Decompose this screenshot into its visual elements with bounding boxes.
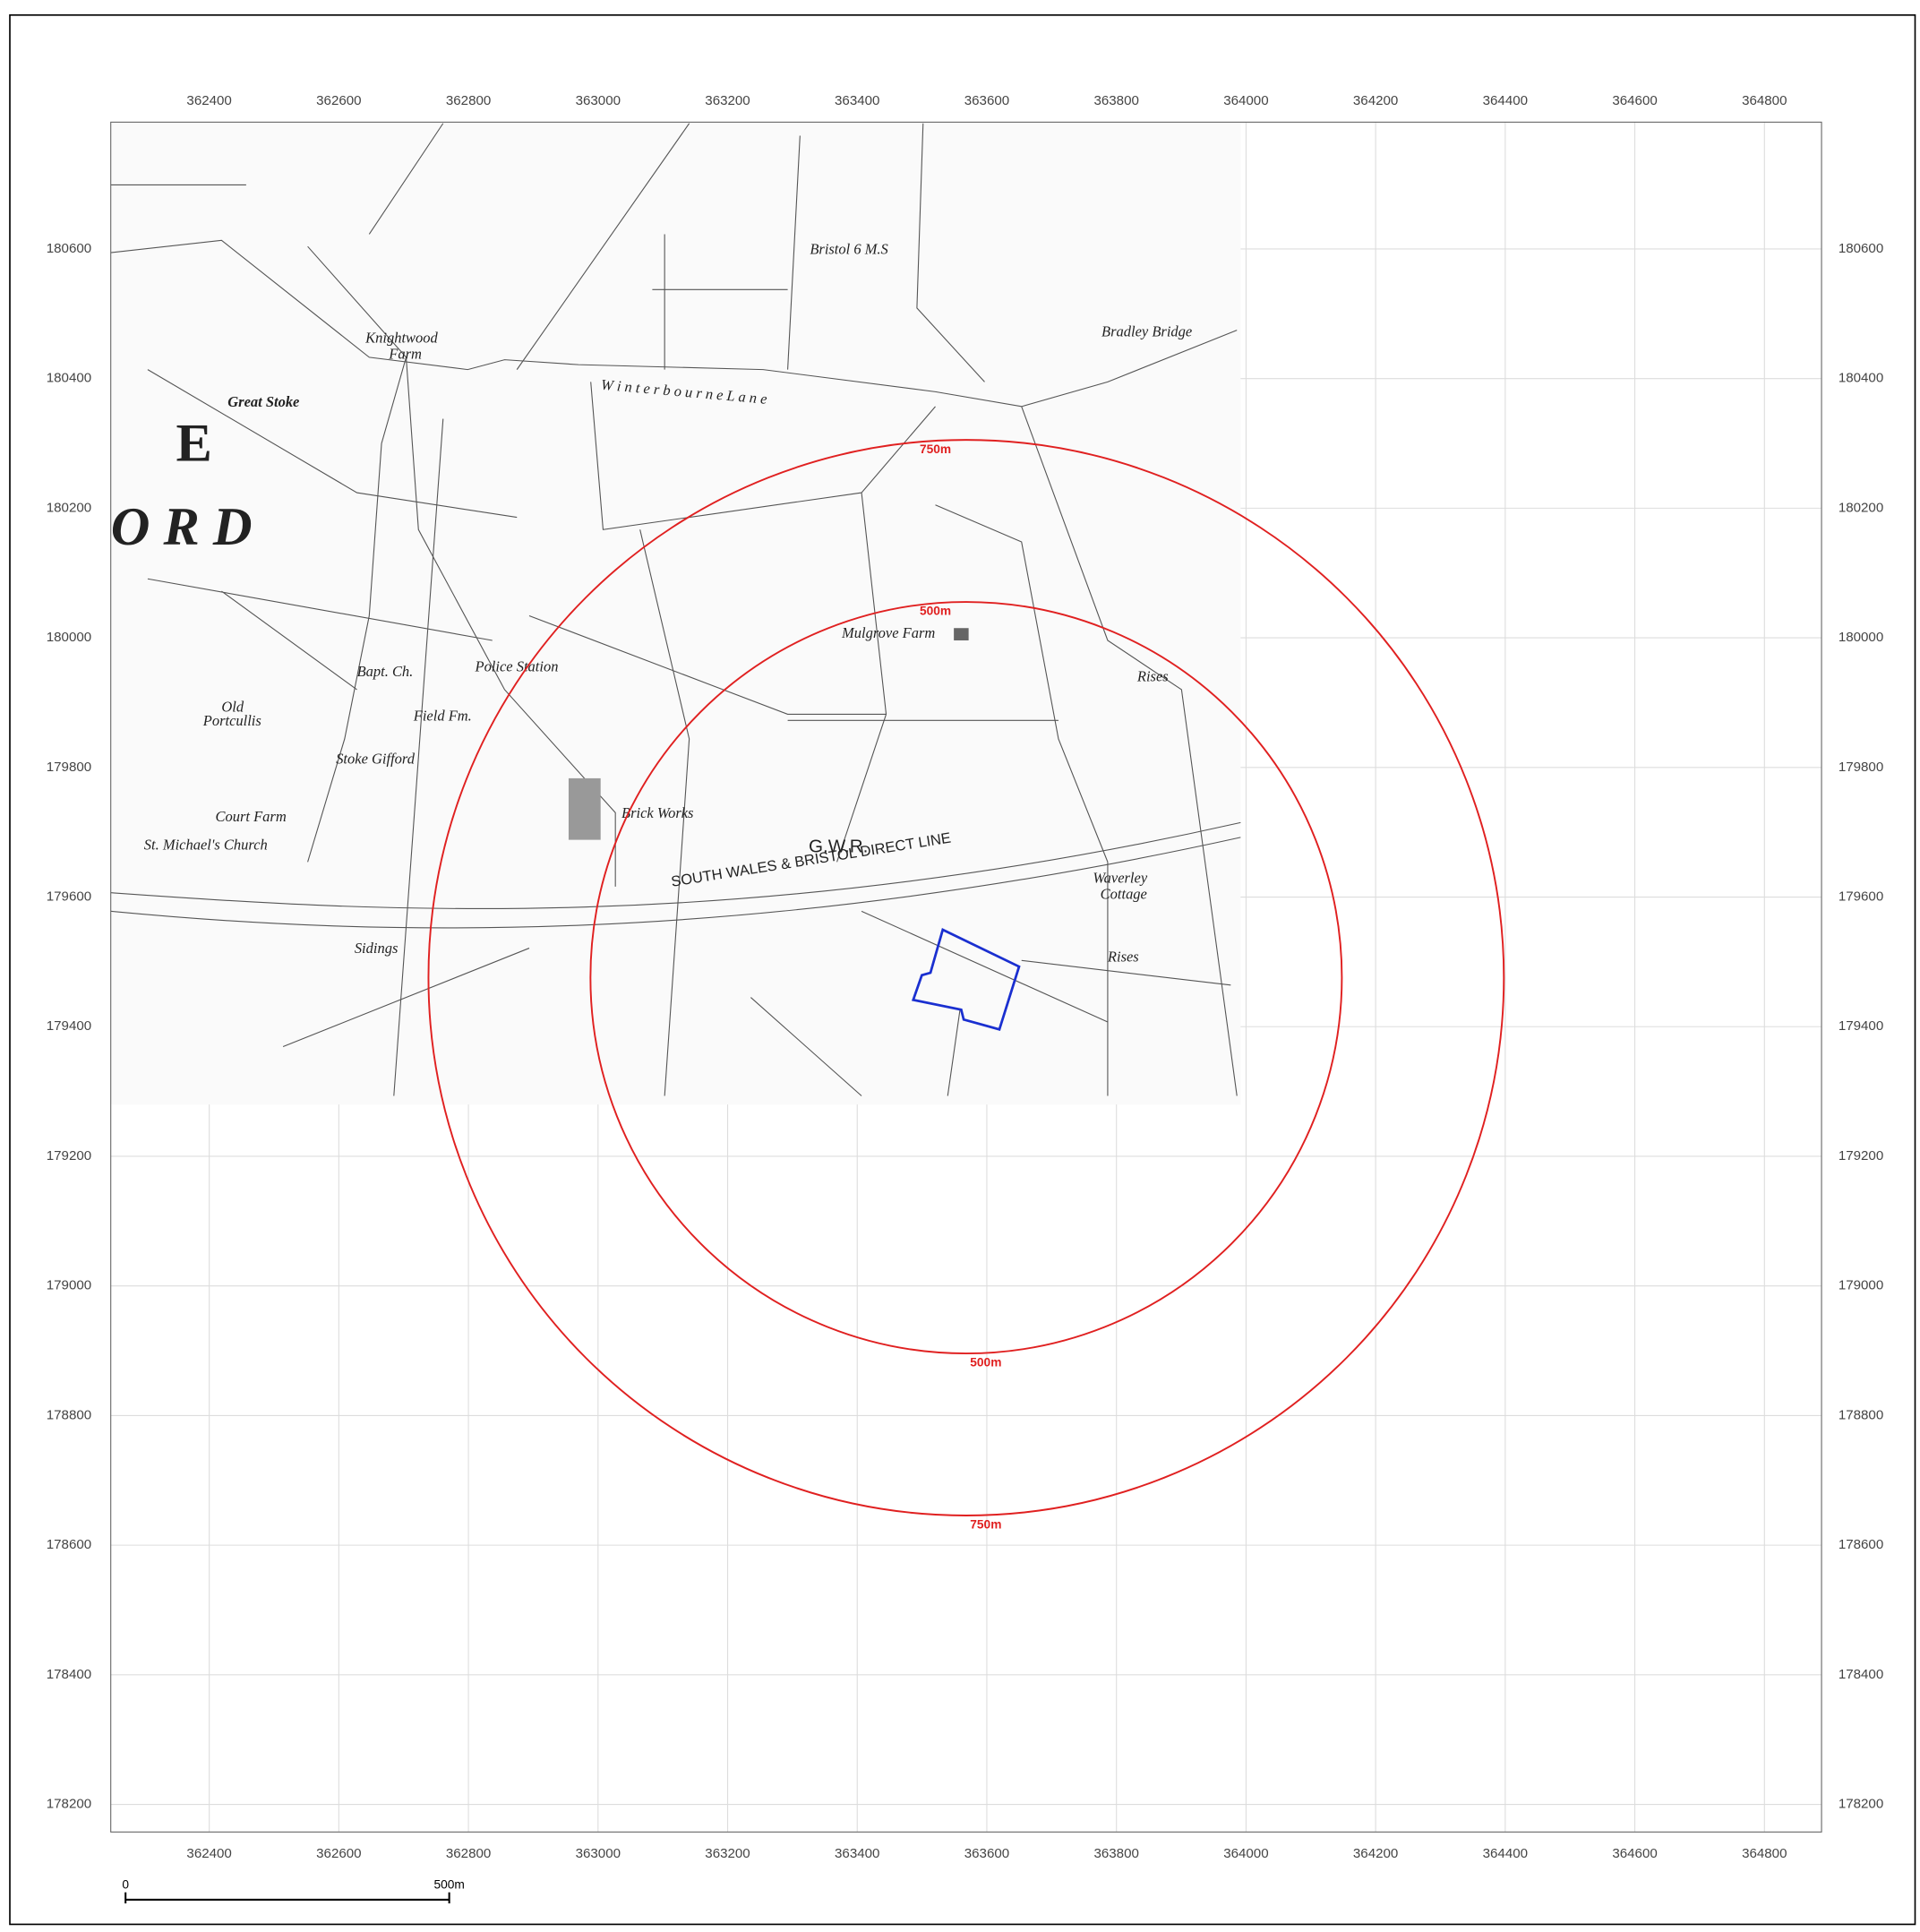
buffer-label: 500m (920, 605, 951, 618)
historic-map: Great Stoke Stoke Gifford Knightwood Far… (110, 122, 1241, 1105)
northing-label: 179000 (47, 1278, 91, 1293)
northing-label: 180200 (1839, 500, 1883, 515)
scale-label: 500m (433, 1878, 464, 1892)
northing-label: 180200 (47, 500, 91, 515)
easting-label: 364600 (1612, 1846, 1657, 1861)
map-label: O R D (111, 497, 253, 557)
easting-label: 363200 (705, 93, 750, 108)
easting-label: 362400 (186, 1846, 231, 1861)
buffer-label: 750m (920, 442, 951, 456)
easting-label: 364600 (1612, 93, 1657, 108)
northing-label: 178400 (47, 1667, 91, 1682)
buffer-ring (589, 601, 1343, 1355)
northing-label: 180600 (47, 241, 91, 256)
map-label: Brick Works (621, 804, 693, 821)
map-label: E (176, 413, 212, 473)
buffer-label: 750m (970, 1518, 1001, 1532)
map-label: Court Farm (216, 808, 287, 825)
map-label: Mulgrove Farm (841, 624, 935, 641)
easting-label: 362600 (316, 1846, 361, 1861)
northing-label: 179800 (47, 760, 91, 775)
map-label: Bradley Bridge (1101, 323, 1192, 340)
site-boundary (911, 928, 1021, 1031)
easting-label: 363000 (576, 1846, 621, 1861)
northing-label: 179200 (47, 1148, 91, 1163)
easting-label: 364800 (1742, 93, 1787, 108)
northing-label: 180000 (1839, 630, 1883, 645)
northing-label: 178600 (47, 1537, 91, 1552)
buffers: 750m 750m 500m 500m (427, 439, 1505, 1532)
scale-label: 0 (122, 1878, 129, 1892)
map-label: Old (221, 699, 244, 716)
brick-works (568, 777, 601, 840)
easting-label: 363800 (1093, 93, 1138, 108)
northing-label: 178400 (1839, 1667, 1883, 1682)
easting-label: 363400 (835, 1846, 879, 1861)
easting-label: 362600 (316, 93, 361, 108)
map-label: St. Michael's Church (144, 837, 268, 854)
northing-label: 179800 (1839, 760, 1883, 775)
buffer-ring (427, 439, 1505, 1516)
easting-label: 363600 (964, 1846, 1009, 1861)
lane (110, 184, 616, 887)
easting-label: 364200 (1353, 1846, 1398, 1861)
northing-label: 179400 (47, 1018, 91, 1034)
easting-label: 364400 (1483, 93, 1528, 108)
northing-label: 180000 (47, 630, 91, 645)
road (110, 239, 1238, 408)
northing-label: 178200 (47, 1797, 91, 1812)
farm-building (954, 628, 969, 640)
northing-label: 178600 (1839, 1537, 1883, 1552)
map-label: Portcullis (202, 712, 261, 729)
map-label: G.W.R. (809, 836, 868, 856)
northing-label: 180400 (1839, 371, 1883, 386)
map-label: Rises (1107, 949, 1139, 966)
map-label: Knightwood (364, 329, 438, 346)
map-label: Cottage (1101, 886, 1147, 903)
map-label: Rises (1136, 667, 1169, 684)
map-label: Stoke Gifford (336, 750, 416, 767)
map-label: Sidings (355, 940, 399, 957)
easting-label: 362800 (446, 93, 491, 108)
easting-label: 363000 (576, 93, 621, 108)
northing-label: 179000 (1839, 1278, 1883, 1293)
field-boundary (147, 123, 1238, 1096)
map-label: Bapt. Ch. (357, 663, 414, 680)
easting-label: 364000 (1223, 1846, 1268, 1861)
railway (110, 821, 1241, 909)
map-label: Field Fm. (413, 707, 472, 724)
map-label: Farm (388, 345, 422, 362)
northing-label: 180400 (47, 371, 91, 386)
northing-label: 179400 (1839, 1018, 1883, 1034)
northing-label: 178800 (47, 1407, 91, 1422)
map-label: Bristol 6 M.S (810, 240, 887, 257)
northing-label: 179600 (47, 889, 91, 905)
buffer-label: 500m (970, 1356, 1001, 1370)
railway (110, 837, 1241, 929)
easting-label: 363600 (964, 93, 1009, 108)
easting-label: 364400 (1483, 1846, 1528, 1861)
map-label: Great Stoke (227, 393, 299, 410)
easting-label: 363800 (1093, 1846, 1138, 1861)
easting-label: 363200 (705, 1846, 750, 1861)
easting-label: 362800 (446, 1846, 491, 1861)
northing-label: 180600 (1839, 241, 1883, 256)
map-raster (110, 122, 1241, 1105)
easting-label: 364800 (1742, 1846, 1787, 1861)
easting-label: 364000 (1223, 93, 1268, 108)
map-frame (110, 121, 1822, 1833)
easting-label: 362400 (186, 93, 231, 108)
map-label: Waverley (1093, 870, 1147, 887)
northing-label: 179200 (1839, 1148, 1883, 1163)
northing-label: 179600 (1839, 889, 1883, 905)
northing-label: 178800 (1839, 1407, 1883, 1422)
easting-label: 364200 (1353, 93, 1398, 108)
map-label: Police Station (475, 657, 559, 674)
easting-label: 363400 (835, 93, 879, 108)
northing-label: 178200 (1839, 1797, 1883, 1812)
